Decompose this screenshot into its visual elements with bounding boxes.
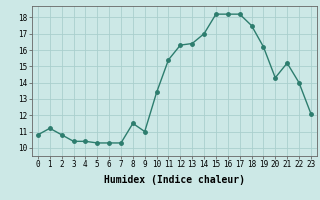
X-axis label: Humidex (Indice chaleur): Humidex (Indice chaleur) <box>104 175 245 185</box>
